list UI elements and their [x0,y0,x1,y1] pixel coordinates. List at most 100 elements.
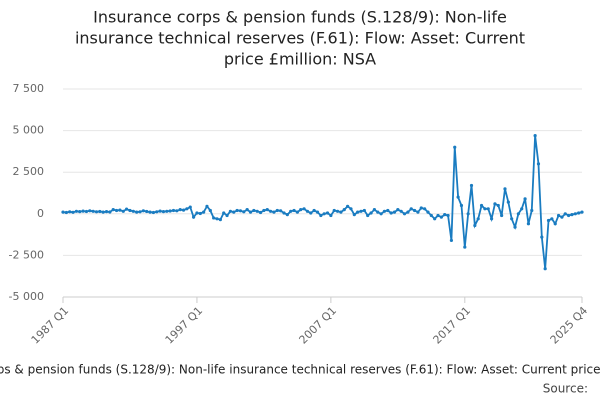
data-point [252,208,256,213]
data-point [218,218,222,222]
data-point [248,210,253,214]
data-point [208,208,212,213]
data-point [91,209,95,213]
data-point [64,210,68,215]
data-point [443,213,447,217]
data-point [178,208,182,212]
data-point [436,213,440,218]
y-tick-label: -5 000 [9,290,44,303]
data-point [228,209,233,213]
source: Source: [543,382,588,396]
data-point [275,208,279,213]
data-point [322,212,326,216]
data-point [526,222,531,226]
x-tick-label: 2017 Q1 [431,304,474,347]
data-point [536,162,541,166]
data-point [516,212,520,216]
data-point [463,245,467,249]
data-point [479,203,484,208]
data-point [476,217,480,221]
data-point [503,187,507,191]
data-point [262,208,266,213]
data-point [185,207,189,211]
data-point [577,211,581,215]
data-point [456,195,460,199]
data-point [366,213,370,218]
data-point [342,208,346,212]
data-point [356,210,360,214]
data-point [433,217,437,221]
data-point [332,208,336,213]
data-point [349,207,353,211]
data-point [104,210,109,214]
data-point [168,209,172,213]
data-point [215,217,219,221]
data-point [453,145,457,149]
x-tick-label: 2025 Q4 [548,304,591,347]
x-tick-label: 2007 Q1 [297,304,340,347]
y-tick-label: 5 000 [13,124,45,137]
data-point [148,210,152,214]
y-tick-label: 2 500 [13,165,45,178]
series-line [62,135,583,269]
legend-entry: Insurance corps & pension funds (S.128/9… [0,363,600,377]
chart-title: price £million: NSA [224,50,376,69]
data-point [175,209,179,213]
data-point [128,208,132,213]
data-point [543,267,547,271]
data-point [372,208,376,212]
data-point [235,208,239,213]
data-point [84,209,89,214]
data-point [188,205,192,209]
data-point [546,218,551,223]
data-point [540,235,544,239]
data-point [202,210,206,214]
data-point [412,208,417,213]
data-point [409,207,413,211]
data-point [258,210,263,215]
data-point [570,213,574,217]
data-point [121,209,125,213]
data-point [399,209,403,213]
data-point [131,209,135,213]
data-point [426,210,430,214]
data-point [135,210,139,214]
data-point [94,210,99,214]
data-point [68,210,72,214]
data-point [151,210,156,215]
data-point [74,209,78,213]
data-point [312,208,316,213]
data-point [329,213,333,218]
data-point [145,209,149,214]
data-point [125,207,129,211]
data-point [272,210,276,214]
data-point [292,208,296,213]
data-point [269,209,273,213]
data-point [205,204,209,208]
data-point [302,207,306,211]
data-point [506,200,510,204]
data-point [483,207,487,211]
data-point [138,210,142,214]
data-point [335,209,340,213]
data-point [510,217,514,221]
data-point [392,210,397,214]
data-point [98,209,102,214]
data-point [118,208,122,212]
data-point [439,215,443,219]
data-point [352,213,356,217]
data-point [101,210,105,214]
data-point [573,212,577,216]
x-tick-label: 1997 Q1 [163,304,206,347]
data-point [212,216,216,220]
data-point [469,183,474,188]
data-point [580,210,584,214]
data-point [114,208,119,213]
data-point [195,211,199,215]
data-point [493,202,497,206]
data-point [285,213,289,217]
data-point [346,204,350,208]
data-point [567,213,571,218]
data-point [325,211,330,215]
